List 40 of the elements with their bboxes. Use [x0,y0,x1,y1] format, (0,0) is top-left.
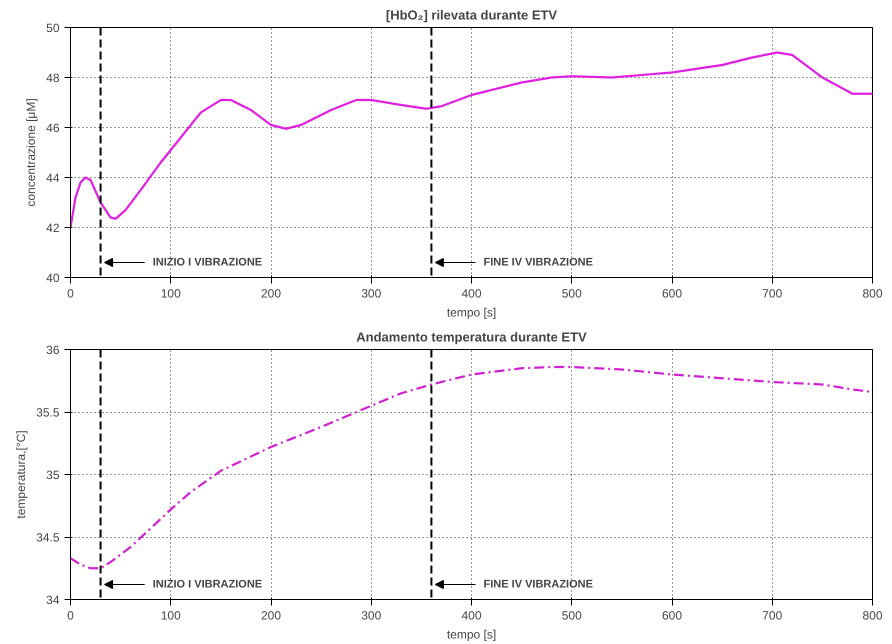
y-tick-label: 42 [46,221,60,235]
x-axis-title: tempo [s] [446,306,496,320]
y-tick-label: 35 [46,468,60,482]
x-tick-label: 100 [160,608,182,622]
y-tick-label: 34.5 [36,530,60,544]
x-tick-label: 400 [461,286,482,300]
x-axis-title: tempo [s] [446,628,496,642]
y-tick-label: 50 [46,21,60,35]
y-tick-label: 46 [46,121,60,135]
x-tick-label: 500 [562,286,582,300]
x-tick-label: 600 [662,286,682,300]
x-tick-label: 700 [762,608,783,622]
x-tick-label: 0 [67,608,74,622]
ref-line-label: INIZIO I VIBRAZIONE [152,578,262,590]
x-tick-label: 0 [67,286,74,300]
x-tick-label: 800 [862,608,883,622]
y-tick-label: 44 [46,171,60,185]
line-series [70,51,872,229]
y-tick-label: 35.5 [36,406,60,420]
y-tick-label: 40 [46,271,60,285]
y-tick-label: 48 [46,71,60,85]
x-tick-label: 800 [862,286,883,300]
x-tick-label: 400 [461,608,482,622]
x-tick-label: 600 [662,608,682,622]
chart-title: [HbO₂] rilevata durante ETV [386,8,558,22]
y-tick-label: 36 [46,343,60,357]
x-tick-label: 500 [562,608,582,622]
ref-line-label: INIZIO I VIBRAZIONE [152,256,262,268]
x-tick-label: 100 [160,286,182,300]
x-tick-label: 300 [361,286,382,300]
y-tick-label: 34 [46,593,60,607]
ref-line-label: FINE IV VIBRAZIONE [484,578,593,590]
x-tick-label: 700 [762,286,783,300]
x-tick-label: 300 [361,608,382,622]
chart-title: Andamento temperatura durante ETV [356,330,588,344]
ref-line-label: FINE IV VIBRAZIONE [484,256,593,268]
x-tick-label: 200 [260,286,282,300]
x-tick-label: 200 [260,608,282,622]
y-axis-title: temperatura,[°C] [14,430,28,519]
y-axis-title: concentrazione [μM] [24,98,38,207]
